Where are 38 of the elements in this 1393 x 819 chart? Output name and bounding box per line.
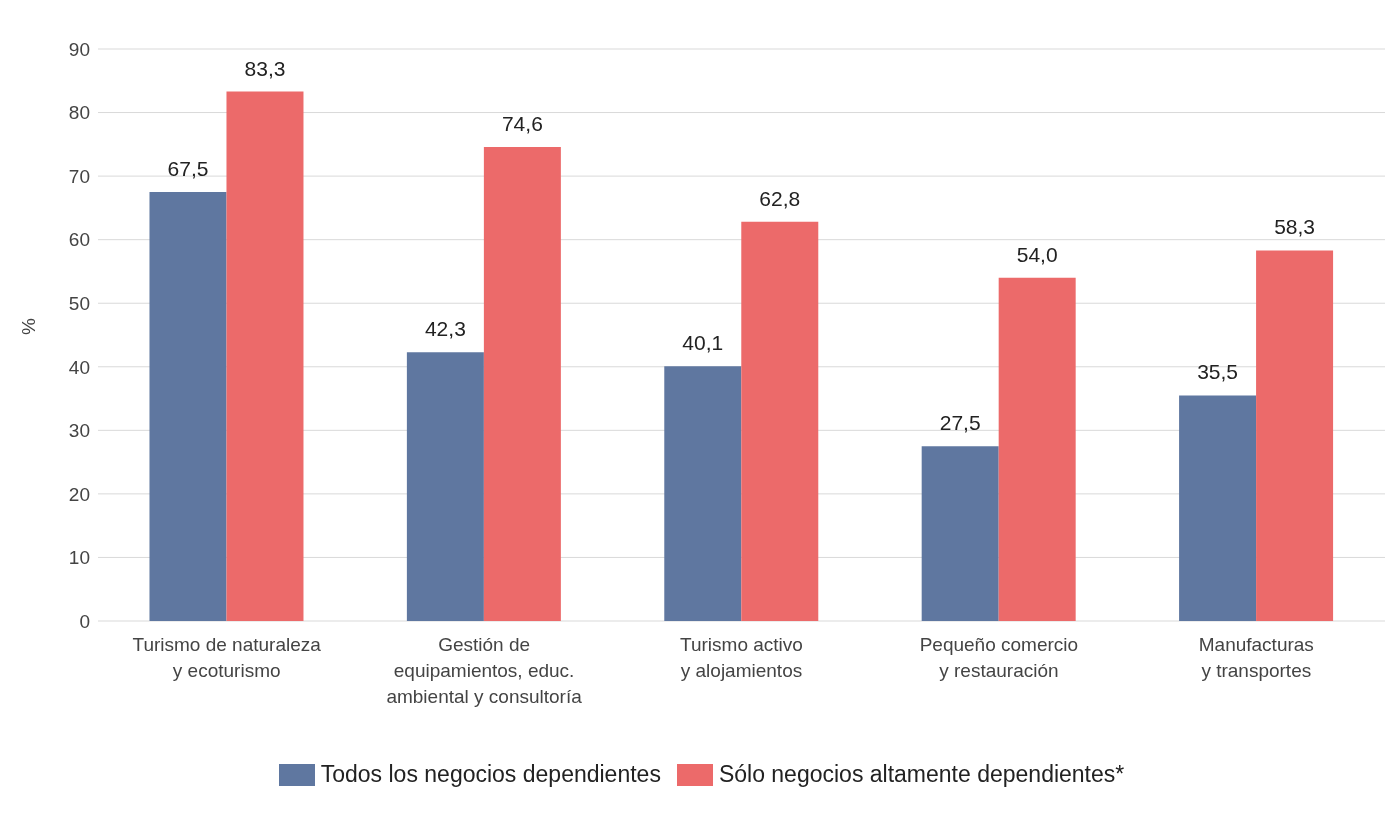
bar: [1256, 250, 1334, 621]
legend-label: Sólo negocios altamente dependientes*: [717, 761, 1125, 788]
bar: [226, 91, 304, 621]
data-label: 42,3: [424, 317, 466, 341]
bar: [483, 146, 561, 621]
data-label: 58,3: [1274, 215, 1316, 239]
bar: [998, 277, 1076, 621]
legend-label: Todos los negocios dependientes: [319, 761, 661, 788]
bar: [664, 366, 742, 621]
x-tick-label: Manufacturas y transportes: [1198, 634, 1314, 681]
x-tick-label: Gestión de equipamientos, educ. ambiental y consultoría: [386, 634, 583, 707]
y-tick-label: 0: [79, 610, 90, 632]
y-tick-label: 50: [68, 292, 90, 314]
data-label: 67,5: [167, 157, 209, 180]
y-tick-label: 60: [68, 229, 90, 251]
x-tick-label: Turismo activo y alojamientos: [680, 634, 803, 681]
y-tick-label: 30: [68, 420, 90, 442]
bar: [406, 352, 484, 621]
bar: [149, 192, 227, 621]
data-label: 62,8: [759, 186, 801, 210]
y-tick-label: 90: [68, 38, 90, 60]
y-axis-title: %: [17, 318, 39, 335]
y-tick-label: 20: [68, 483, 90, 505]
data-label: 40,1: [682, 331, 724, 355]
data-label: 27,5: [939, 411, 981, 435]
data-label: 74,6: [501, 111, 543, 135]
bar: [921, 446, 999, 621]
data-label: 35,5: [1197, 360, 1239, 384]
bar: [741, 221, 819, 621]
x-tick-label: Turismo de naturaleza y ecoturismo: [132, 634, 322, 681]
data-label: 54,0: [1016, 242, 1058, 266]
y-tick-label: 40: [68, 356, 90, 378]
x-tick-label: Pequeño comercio y restauración: [919, 634, 1079, 681]
y-tick-label: 70: [68, 165, 90, 187]
y-tick-label: 80: [68, 102, 90, 124]
data-label: 83,3: [244, 56, 286, 80]
bar: [1179, 395, 1257, 621]
y-tick-label: 10: [68, 547, 90, 569]
